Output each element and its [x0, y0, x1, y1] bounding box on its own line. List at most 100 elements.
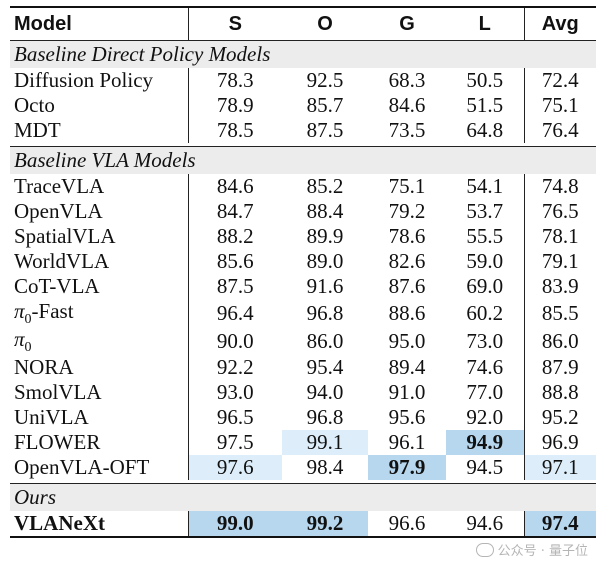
- table-row: SpatialVLA 88.2 89.9 78.6 55.5 78.1: [10, 224, 596, 249]
- model-suffix: -Fast: [31, 299, 74, 323]
- score-g: 95.0: [388, 328, 426, 353]
- watermark-text: 公众号 · 量子位: [497, 544, 588, 559]
- model-name: OpenVLA: [10, 199, 189, 224]
- table-row: WorldVLA 85.6 89.0 82.6 59.0 79.1: [10, 249, 596, 274]
- model-name: WorldVLA: [10, 249, 189, 274]
- header-avg: Avg: [524, 6, 596, 41]
- score-o: 87.5: [306, 118, 344, 142]
- score-avg: 96.9: [541, 430, 579, 454]
- score-g: 91.0: [388, 380, 426, 404]
- score-avg: 74.8: [541, 174, 579, 198]
- score-l: 94.9: [446, 430, 525, 455]
- pi-subscript: 0: [24, 340, 32, 355]
- table-row: Diffusion Policy 78.3 92.5 68.3 50.5 72.…: [10, 68, 596, 93]
- score-s: 87.5: [216, 274, 254, 298]
- model-name: NORA: [10, 355, 189, 380]
- score-g: 82.6: [388, 249, 426, 273]
- score-g: 79.2: [388, 199, 426, 223]
- score-o: 89.0: [306, 249, 344, 273]
- pi-symbol: π: [14, 299, 25, 323]
- score-l: 94.6: [446, 511, 525, 538]
- model-name: Diffusion Policy: [10, 68, 189, 93]
- table-row: OpenVLA-OFT 97.6 98.4 97.9 94.5 97.1: [10, 455, 596, 480]
- score-s: 88.2: [216, 224, 254, 248]
- score-o: 98.4: [306, 455, 344, 479]
- score-avg: 72.4: [541, 68, 579, 92]
- score-o: 86.0: [306, 328, 344, 353]
- score-s: 78.9: [216, 93, 254, 117]
- score-o: 88.4: [306, 199, 344, 223]
- score-s: 78.3: [216, 68, 254, 92]
- score-o: 91.6: [306, 274, 344, 298]
- score-avg: 75.1: [541, 93, 579, 117]
- score-avg: 97.1: [524, 455, 596, 480]
- table-row: π0 90.0 86.0 95.0 73.0 86.0: [10, 327, 596, 355]
- table-row: CoT-VLA 87.5 91.6 87.6 69.0 83.9: [10, 274, 596, 299]
- score-g: 68.3: [388, 68, 426, 92]
- score-l: 53.7: [446, 199, 525, 224]
- score-avg: 97.4: [524, 511, 596, 538]
- model-name: Octo: [10, 93, 189, 118]
- score-o: 96.8: [306, 405, 344, 429]
- model-name: MDT: [10, 118, 189, 143]
- model-name: OpenVLA-OFT: [10, 455, 189, 480]
- section-row: Ours: [10, 483, 596, 511]
- score-g: 97.9: [368, 455, 446, 480]
- section-row: Baseline VLA Models: [10, 146, 596, 174]
- score-g: 78.6: [388, 224, 426, 248]
- score-l: 51.5: [446, 93, 525, 118]
- table-row: TraceVLA 84.6 85.2 75.1 54.1 74.8: [10, 174, 596, 199]
- score-s: 84.6: [216, 174, 254, 198]
- score-s: 93.0: [216, 380, 254, 404]
- score-avg: 76.4: [541, 118, 579, 142]
- score-avg: 95.2: [541, 405, 579, 429]
- section-title-ours: Ours: [10, 483, 596, 511]
- model-name: FLOWER: [10, 430, 189, 455]
- score-s: 96.5: [216, 405, 254, 429]
- table-row: π0-Fast 96.4 96.8 88.6 60.2 85.5: [10, 299, 596, 327]
- score-g: 75.1: [388, 174, 426, 198]
- table-row: MDT 78.5 87.5 73.5 64.8 76.4: [10, 118, 596, 143]
- score-g: 89.4: [388, 355, 426, 379]
- score-s: 92.2: [216, 355, 254, 379]
- score-l: 69.0: [446, 274, 525, 299]
- section-title-baseline-vla: Baseline VLA Models: [10, 146, 596, 174]
- table-row: SmolVLA 93.0 94.0 91.0 77.0 88.8: [10, 380, 596, 405]
- score-l: 55.5: [446, 224, 525, 249]
- score-avg: 79.1: [541, 249, 579, 273]
- score-o: 94.0: [306, 380, 344, 404]
- score-g: 96.6: [368, 511, 446, 538]
- score-l: 73.0: [446, 327, 525, 355]
- score-l: 50.5: [446, 68, 525, 93]
- score-g: 87.6: [388, 274, 426, 298]
- score-avg: 86.0: [541, 328, 579, 353]
- score-l: 64.8: [446, 118, 525, 143]
- results-table: Model S O G L Avg Baseline Direct Policy…: [10, 6, 596, 538]
- table-row: UniVLA 96.5 96.8 95.6 92.0 95.2: [10, 405, 596, 430]
- score-avg: 85.5: [541, 300, 579, 325]
- score-s: 96.4: [216, 300, 254, 325]
- score-s: 97.6: [188, 455, 282, 480]
- model-name: π0-Fast: [10, 299, 189, 327]
- score-s: 90.0: [216, 328, 254, 353]
- pi-subscript: 0: [24, 312, 32, 327]
- score-s: 85.6: [216, 249, 254, 273]
- watermark: 公众号 · 量子位: [475, 540, 588, 559]
- score-l: 92.0: [446, 405, 525, 430]
- score-avg: 78.1: [541, 224, 579, 248]
- score-l: 74.6: [446, 355, 525, 380]
- score-l: 60.2: [446, 299, 525, 327]
- model-name: VLANeXt: [10, 511, 189, 538]
- score-l: 59.0: [446, 249, 525, 274]
- pi-symbol: π: [14, 327, 25, 351]
- table-row: Octo 78.9 85.7 84.6 51.5 75.1: [10, 93, 596, 118]
- section-divider: [10, 143, 596, 147]
- score-o: 85.7: [306, 93, 344, 117]
- score-avg: 88.8: [541, 380, 579, 404]
- score-avg: 76.5: [541, 199, 579, 223]
- model-name: SpatialVLA: [10, 224, 189, 249]
- table-row: NORA 92.2 95.4 89.4 74.6 87.9: [10, 355, 596, 380]
- score-g: 73.5: [388, 118, 426, 142]
- score-o: 89.9: [306, 224, 344, 248]
